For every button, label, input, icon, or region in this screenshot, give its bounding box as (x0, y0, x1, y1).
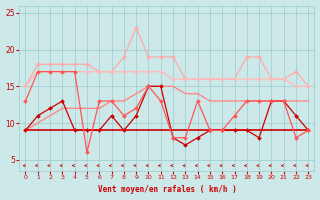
X-axis label: Vent moyen/en rafales ( km/h ): Vent moyen/en rafales ( km/h ) (98, 185, 236, 194)
